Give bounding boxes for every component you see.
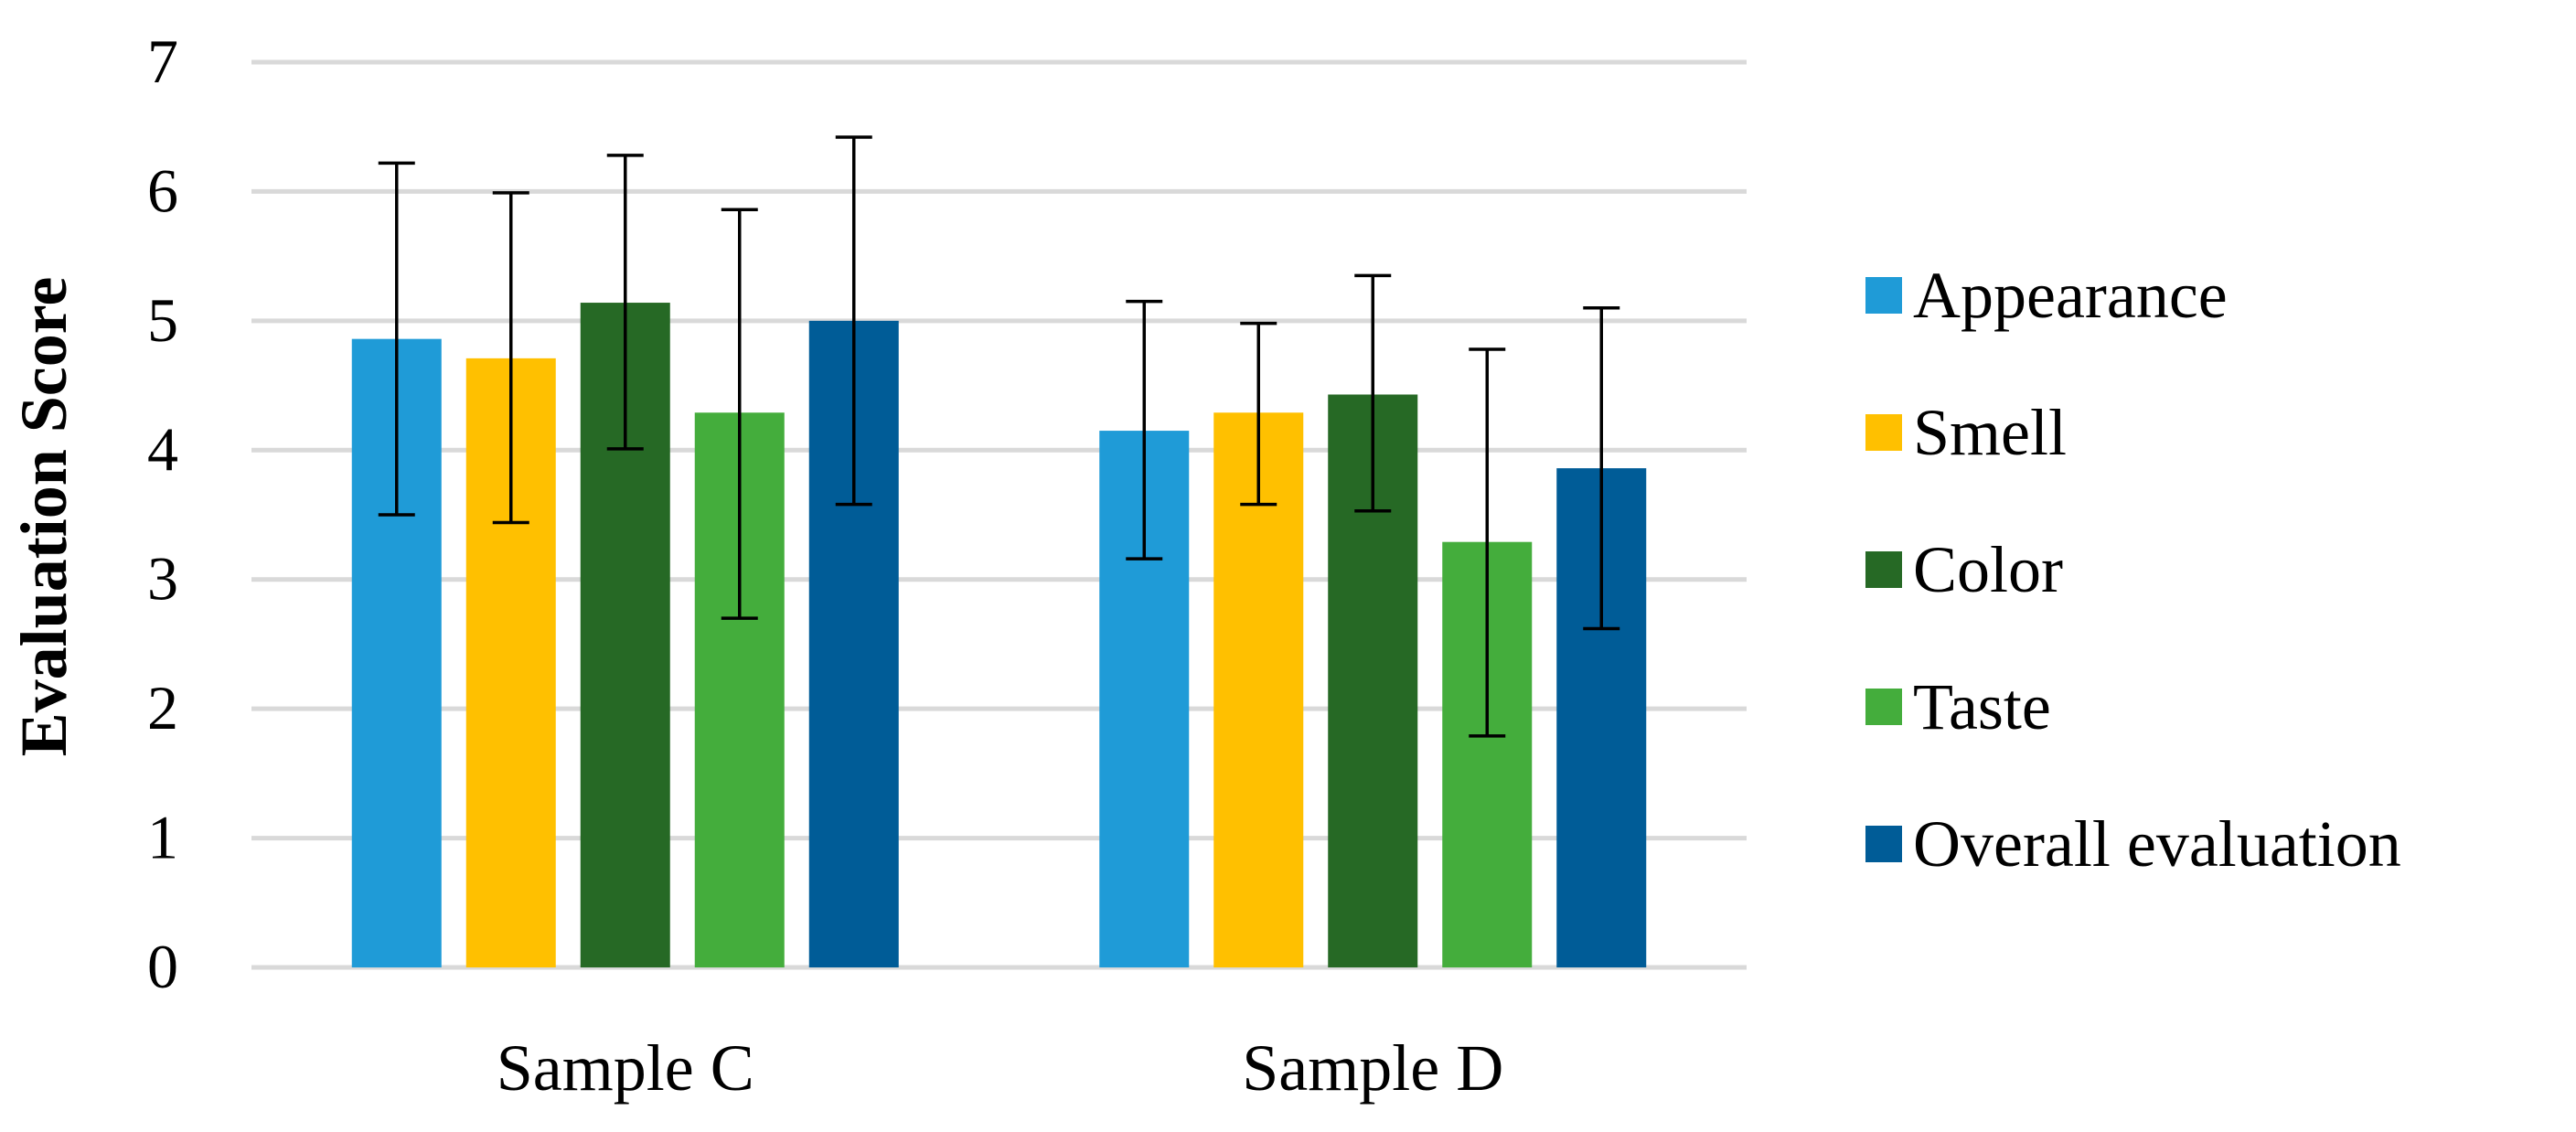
legend-item: Smell [1865,396,2067,469]
error-bar [606,154,644,451]
y-tick-label: 5 [147,285,178,355]
y-tick-label: 2 [147,673,178,742]
y-tick-label: 1 [147,803,178,872]
legend-swatch [1865,826,1902,862]
error-bar [378,161,415,517]
legend-item: Color [1865,533,2063,606]
y-tick-label: 6 [147,155,178,225]
error-bar [1469,347,1506,738]
y-axis-title: Evaluation Score [7,277,80,757]
error-bar [1240,321,1277,507]
legend-label: Overall evaluation [1913,807,2401,881]
error-bar [721,208,758,620]
y-axis-ticks: 0 1 2 3 4 5 6 7 [147,27,178,1001]
y-tick-label: 7 [147,27,178,96]
bars [351,303,1647,968]
legend-item: Overall evaluation [1865,807,2401,881]
y-tick-label: 4 [147,414,178,484]
legend-swatch [1865,277,1902,314]
error-bars [378,135,1620,738]
legend-swatch [1865,551,1902,588]
x-category-label: Sample D [1242,1031,1503,1105]
y-tick-label: 0 [147,932,178,1001]
x-category-label: Sample C [497,1031,754,1105]
error-bar [1126,299,1163,561]
legend-label: Smell [1913,396,2067,469]
legend-label: Color [1913,533,2063,606]
legend-swatch [1865,689,1902,725]
y-tick-label: 3 [147,544,178,614]
legend: Appearance Smell Color Taste Overall evaluat… [1865,259,2401,881]
legend-label: Taste [1913,670,2051,743]
error-bar [492,191,529,525]
x-axis-categories: Sample C Sample D [497,1031,1503,1105]
legend-item: Appearance [1865,259,2228,332]
error-bar [1583,305,1620,631]
legend-swatch [1865,414,1902,451]
error-bar [1354,273,1392,513]
legend-item: Taste [1865,670,2051,743]
error-bar [835,135,872,507]
legend-label: Appearance [1913,259,2228,332]
